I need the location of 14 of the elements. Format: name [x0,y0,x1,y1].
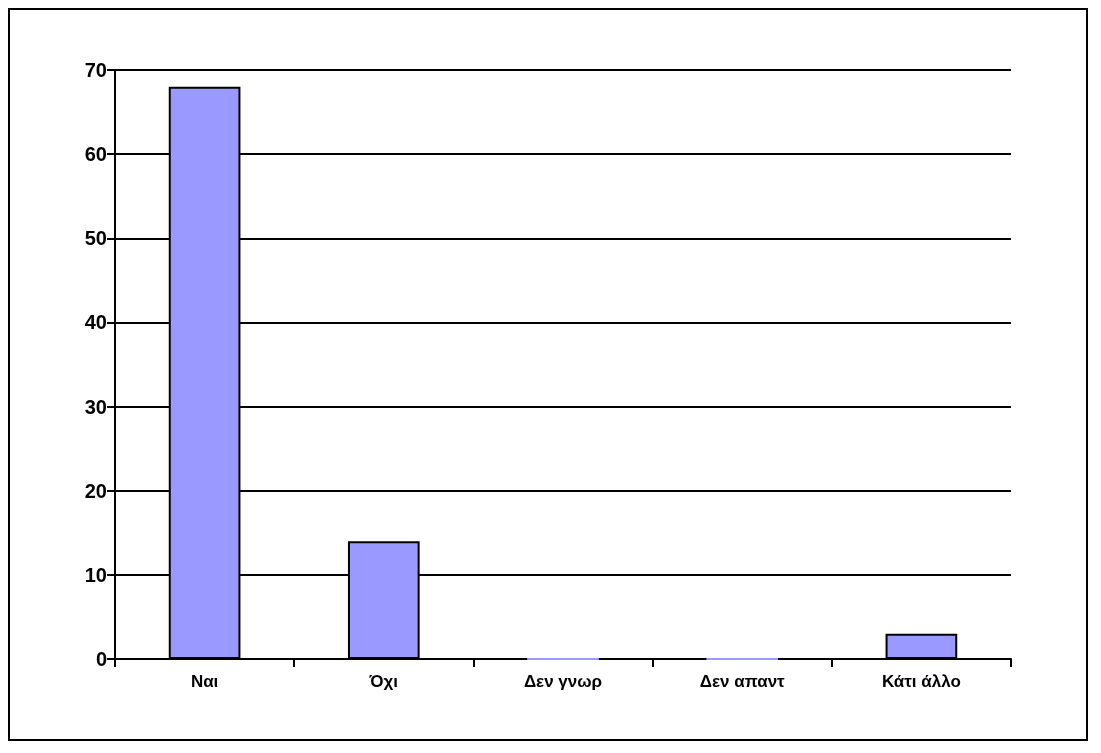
x-tick-label: Όχι [368,672,399,691]
x-tick-label: Ναι [190,672,219,691]
y-tick-label: 0 [95,648,107,670]
y-tick-label: 60 [84,143,107,166]
y-tick-label: 10 [84,563,107,586]
x-tick-label: Δεν απαντ [699,672,786,691]
bar [885,633,958,659]
y-tick-label: 40 [84,311,107,334]
x-tick-label: Δεν γνωρ [523,672,603,691]
x-tick-label: Κάτι άλλο [881,672,961,691]
y-tick-label: 50 [84,227,107,250]
y-tick-label: 70 [84,59,107,81]
y-tick-label: 20 [84,479,107,502]
y-tick-label: 30 [84,395,107,418]
